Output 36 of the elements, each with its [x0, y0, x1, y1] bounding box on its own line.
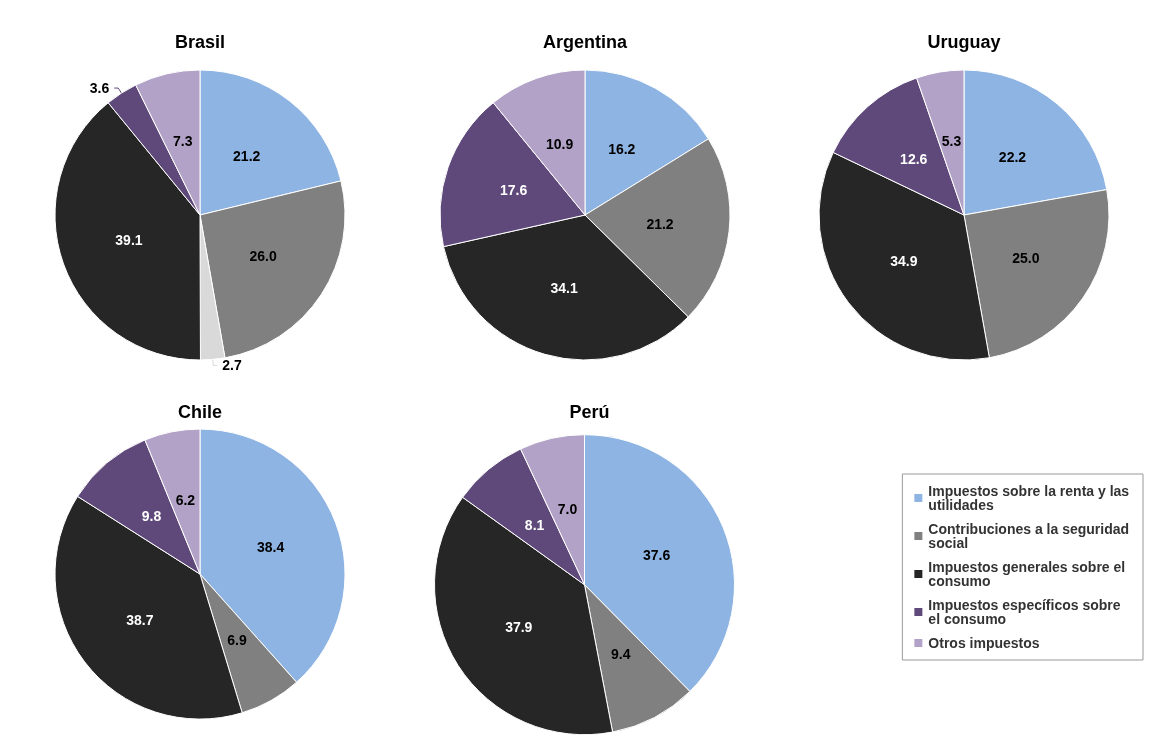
data-label: 22.2 — [998, 149, 1027, 166]
chart-title: Chile — [177, 402, 223, 422]
data-label: 38.4 — [256, 539, 285, 556]
data-label: 3.6 — [89, 80, 110, 97]
data-label: 5.3 — [941, 132, 962, 149]
data-label: 16.2 — [608, 141, 636, 158]
legend-label: Contribuciones a la seguridad social — [928, 521, 1133, 551]
chart-title: Perú — [569, 402, 610, 422]
data-label: 26.0 — [249, 248, 277, 265]
legend-label: Impuestos sobre la renta y las utilidades — [928, 483, 1134, 513]
data-label: 8.1 — [524, 516, 545, 533]
data-label: 9.8 — [141, 508, 162, 525]
data-label: 12.6 — [900, 150, 928, 167]
data-label: 38.7 — [126, 611, 154, 628]
data-label: 37.9 — [505, 618, 533, 635]
data-label: 39.1 — [115, 232, 143, 249]
data-label: 7.3 — [173, 133, 193, 150]
legend-label: Impuestos generales sobre el consumo — [928, 559, 1130, 589]
data-label: 21.2 — [646, 215, 674, 232]
data-label: 2.7 — [222, 357, 242, 374]
data-label: 17.6 — [500, 182, 528, 199]
data-label: 25.0 — [1012, 250, 1040, 267]
data-label: 9.4 — [611, 645, 631, 662]
data-label: 6.9 — [227, 631, 247, 648]
data-label: 34.9 — [890, 252, 918, 269]
data-label: 6.2 — [175, 492, 196, 509]
legend-label: Impuestos específicos sobre el consumo — [928, 597, 1125, 627]
chart-title: Brasil — [174, 32, 226, 52]
chart-title: Uruguay — [927, 32, 1001, 52]
data-label: 7.0 — [557, 500, 578, 517]
data-label: 10.9 — [546, 135, 574, 152]
data-label: 34.1 — [550, 279, 578, 296]
data-label: 37.6 — [643, 547, 671, 564]
data-label: 21.2 — [233, 147, 261, 164]
chart-title: Argentina — [542, 32, 628, 52]
legend-label: Otros impuestos — [928, 635, 1040, 651]
